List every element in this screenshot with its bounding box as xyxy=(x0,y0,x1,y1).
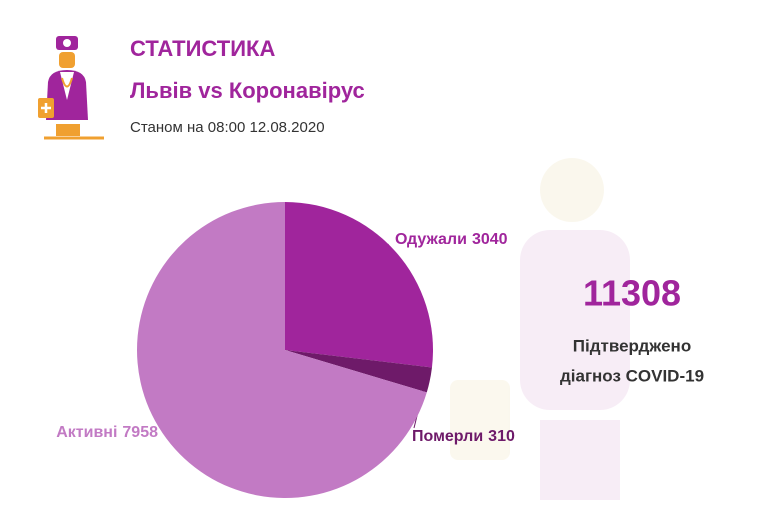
caption-line: діагноз COVID-19 xyxy=(560,366,704,385)
pie-slice xyxy=(285,202,434,368)
leader-line xyxy=(387,243,394,255)
slice-category: Активні xyxy=(56,424,117,441)
slice-category: Одужали xyxy=(395,231,467,248)
slice-value: 310 xyxy=(488,428,515,445)
total: 11308 xyxy=(583,273,681,314)
pie-slice xyxy=(137,202,427,499)
doctor-icon xyxy=(38,36,104,140)
slice-label: Померли 310 xyxy=(412,428,515,445)
leader-line xyxy=(169,432,177,437)
subtitle: Львів vs Коронавірус xyxy=(130,78,365,103)
slice-label: Одужали 3040 xyxy=(395,231,508,248)
watermark xyxy=(450,158,630,500)
slice-value: 7958 xyxy=(122,424,158,441)
slice-value: 3040 xyxy=(472,231,508,248)
slice-label: Активні 7958 xyxy=(56,424,158,441)
date-note: Станом на 08:00 12.08.2020 xyxy=(130,119,325,136)
caption-line: Підтверджено xyxy=(573,336,691,355)
slice-category: Померли xyxy=(412,428,483,445)
title: СТАТИСТИКА xyxy=(130,36,275,61)
pie-slice xyxy=(285,350,432,393)
